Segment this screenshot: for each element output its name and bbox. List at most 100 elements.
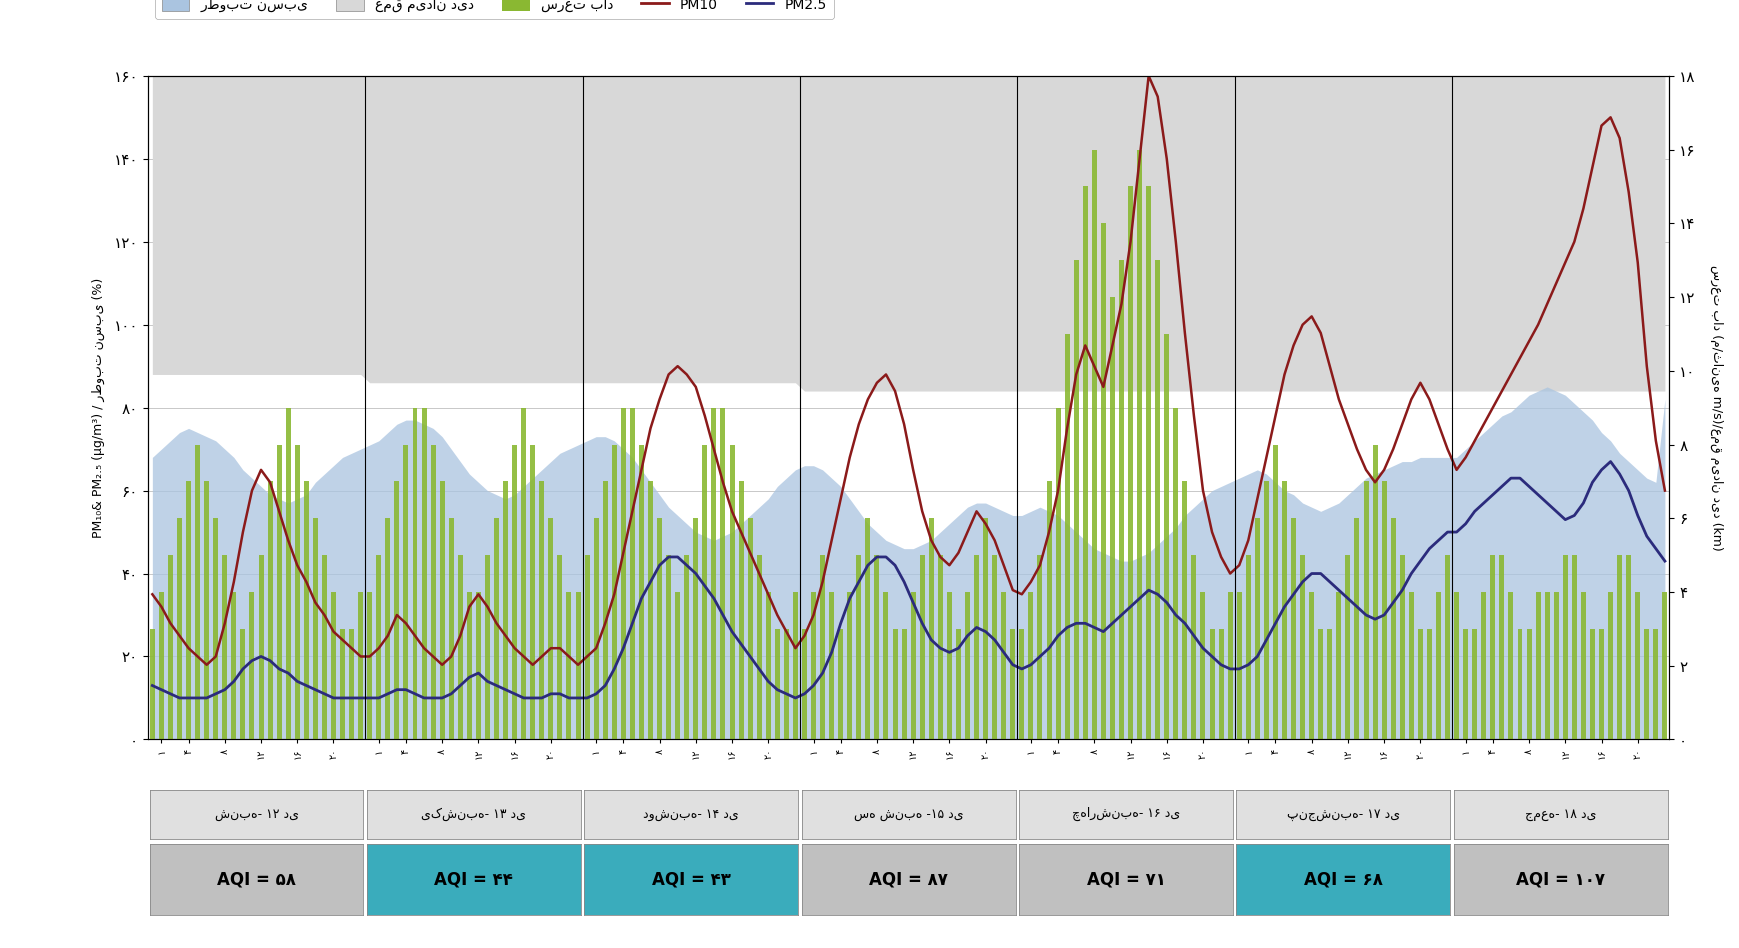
Bar — [1191, 556, 1196, 739]
Bar — [1400, 556, 1405, 739]
Bar — [1002, 592, 1007, 739]
Bar — [584, 556, 590, 739]
Bar — [883, 592, 889, 739]
Bar — [476, 592, 482, 739]
Y-axis label: سرعت باد (م/ثانیه m/s)/عمق میدان دید (km): سرعت باد (م/ثانیه m/s)/عمق میدان دید (km… — [1709, 264, 1723, 551]
Bar — [1553, 592, 1558, 739]
Bar — [431, 445, 435, 739]
Bar — [1019, 629, 1024, 739]
Bar — [1563, 556, 1569, 739]
Y-axis label: PM₁₀& PM₂.₅ (μg/m³) / رطوبت نسبی (%): PM₁₀& PM₂.₅ (μg/m³) / رطوبت نسبی (%) — [92, 278, 104, 538]
Bar — [593, 519, 598, 739]
Bar — [1572, 556, 1577, 739]
Bar — [911, 592, 916, 739]
Bar — [965, 592, 970, 739]
Bar — [748, 519, 753, 739]
Bar — [530, 445, 536, 739]
Bar — [1482, 592, 1487, 739]
Bar — [1518, 629, 1522, 739]
Bar — [485, 556, 490, 739]
Bar — [1454, 592, 1459, 739]
Bar — [350, 629, 355, 739]
Bar — [421, 408, 426, 739]
Bar — [1581, 592, 1586, 739]
Bar — [1245, 556, 1250, 739]
Bar — [1436, 592, 1442, 739]
Bar — [1609, 592, 1614, 739]
Bar — [1264, 482, 1269, 739]
Bar — [603, 482, 607, 739]
Bar — [1210, 629, 1214, 739]
Bar — [503, 482, 508, 739]
Bar — [1355, 519, 1360, 739]
Bar — [1056, 408, 1061, 739]
Bar — [1301, 556, 1304, 739]
Bar — [1654, 629, 1659, 739]
Bar — [150, 629, 155, 739]
Bar — [657, 519, 663, 739]
Bar — [1544, 592, 1549, 739]
Bar — [1445, 556, 1450, 739]
Bar — [1409, 592, 1414, 739]
Bar — [937, 556, 943, 739]
Bar — [1073, 260, 1078, 739]
Bar — [756, 556, 762, 739]
Bar — [1047, 482, 1052, 739]
Bar — [866, 519, 870, 739]
Bar — [1391, 519, 1396, 739]
Bar — [1617, 556, 1622, 739]
Bar — [838, 629, 843, 739]
Bar — [1527, 629, 1532, 739]
Bar — [1028, 592, 1033, 739]
Bar — [576, 592, 581, 739]
Bar — [1236, 592, 1242, 739]
Bar — [1536, 592, 1541, 739]
Bar — [466, 592, 471, 739]
Bar — [195, 445, 200, 739]
Bar — [1499, 556, 1504, 739]
Bar — [920, 556, 925, 739]
Bar — [259, 556, 264, 739]
Bar — [223, 556, 228, 739]
Bar — [993, 556, 996, 739]
Bar — [1428, 629, 1431, 739]
Bar — [1118, 260, 1123, 739]
Bar — [1645, 629, 1649, 739]
Bar — [1383, 482, 1386, 739]
Bar — [948, 592, 951, 739]
Bar — [1064, 334, 1069, 739]
Bar — [1174, 408, 1179, 739]
Bar — [1473, 629, 1476, 739]
Bar — [1137, 150, 1143, 739]
Bar — [666, 556, 671, 739]
Text: دوشنبه- ۱۴ دی: دوشنبه- ۱۴ دی — [643, 808, 739, 821]
Bar — [612, 445, 617, 739]
Bar — [956, 629, 962, 739]
Text: یکشنبه- ۱۳ دی: یکشنبه- ۱۳ دی — [421, 808, 527, 821]
Bar — [1092, 150, 1097, 739]
Bar — [169, 556, 172, 739]
Bar — [711, 408, 716, 739]
Bar — [1183, 482, 1188, 739]
Bar — [158, 592, 163, 739]
Bar — [638, 445, 643, 739]
Bar — [304, 482, 310, 739]
Bar — [558, 556, 562, 739]
Bar — [703, 445, 708, 739]
Bar — [1219, 629, 1224, 739]
Text: AQI = ۵۸: AQI = ۵۸ — [217, 870, 296, 888]
Bar — [494, 519, 499, 739]
Bar — [983, 519, 988, 739]
Bar — [1589, 629, 1595, 739]
Legend: رطوبت نسبی, عمق میدان دید, سرعت باد, PM10, PM2.5: رطوبت نسبی, عمق میدان دید, سرعت باد, PM1… — [155, 0, 833, 19]
Bar — [386, 519, 390, 739]
Text: سه شنبه -۱۵ دی: سه شنبه -۱۵ دی — [854, 808, 963, 821]
Bar — [929, 519, 934, 739]
Bar — [1346, 556, 1351, 739]
Bar — [776, 629, 779, 739]
Bar — [1038, 556, 1042, 739]
Bar — [214, 519, 217, 739]
Bar — [901, 629, 906, 739]
Bar — [548, 519, 553, 739]
Bar — [313, 519, 318, 739]
